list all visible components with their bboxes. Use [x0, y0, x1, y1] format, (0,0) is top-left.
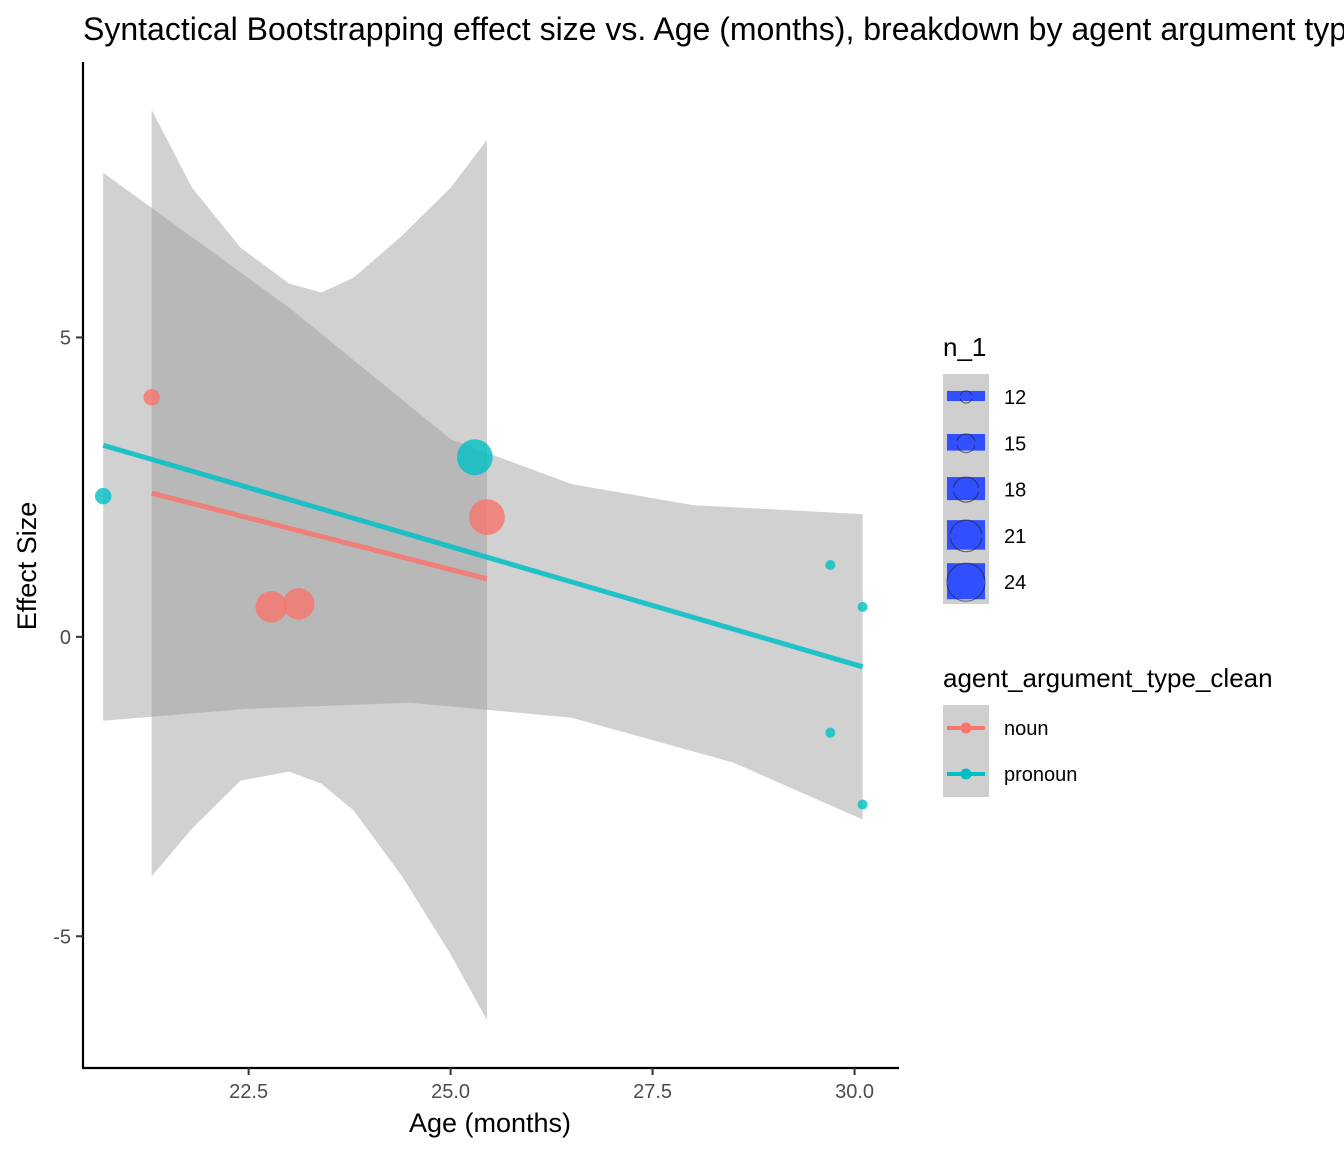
y-axis-title: Effect Size [12, 502, 42, 631]
data-point-pronoun [857, 601, 868, 612]
y-axis-ticks: -5 0 5 [53, 327, 83, 948]
data-point-pronoun [456, 439, 493, 476]
confidence-band-noun [151, 109, 487, 1021]
size-legend-title: n_1 [943, 332, 986, 362]
size-key-label: 12 [1004, 387, 1026, 409]
size-legend: n_1 12 15 18 21 24 [943, 332, 1026, 604]
data-point-pronoun [825, 560, 836, 570]
plot-area [94, 109, 868, 1021]
y-tick-label: 0 [60, 627, 71, 649]
confidence-band-pronoun [103, 172, 863, 820]
data-point-noun [143, 389, 160, 406]
size-key-label: 21 [1004, 526, 1026, 548]
chart-title: Syntactical Bootstrapping effect size vs… [83, 11, 1344, 47]
size-key-label: 24 [1004, 572, 1026, 594]
data-point-noun [469, 499, 505, 536]
fit-line-noun [151, 490, 488, 582]
color-key-label-noun: noun [1004, 718, 1049, 740]
x-axis-ticks: 22.5 25.0 27.5 30.0 [229, 1068, 874, 1103]
color-legend-key-background [943, 705, 989, 797]
x-tick-label: 30.0 [835, 1081, 874, 1103]
size-key-label: 15 [1004, 433, 1026, 455]
x-tick-label: 22.5 [229, 1081, 268, 1103]
x-tick-label: 27.5 [633, 1081, 672, 1103]
y-tick-label: -5 [53, 926, 71, 948]
data-point-pronoun [825, 727, 836, 738]
data-point-pronoun [857, 799, 868, 810]
color-key-label-pronoun: pronoun [1004, 764, 1077, 786]
color-legend: agent_argument_type_clean noun pronoun [943, 663, 1273, 797]
data-point-noun [255, 591, 288, 623]
fit-line-pronoun [102, 442, 864, 670]
color-key-dot-pronoun [960, 768, 972, 780]
data-point-pronoun [94, 487, 112, 505]
x-tick-label: 25.0 [431, 1081, 470, 1103]
color-key-dot-noun [960, 722, 972, 734]
y-tick-label: 5 [60, 327, 71, 349]
color-legend-title: agent_argument_type_clean [943, 663, 1273, 693]
size-key-label: 18 [1004, 480, 1026, 502]
x-axis-title: Age (months) [409, 1108, 571, 1138]
data-point-noun [282, 588, 315, 620]
